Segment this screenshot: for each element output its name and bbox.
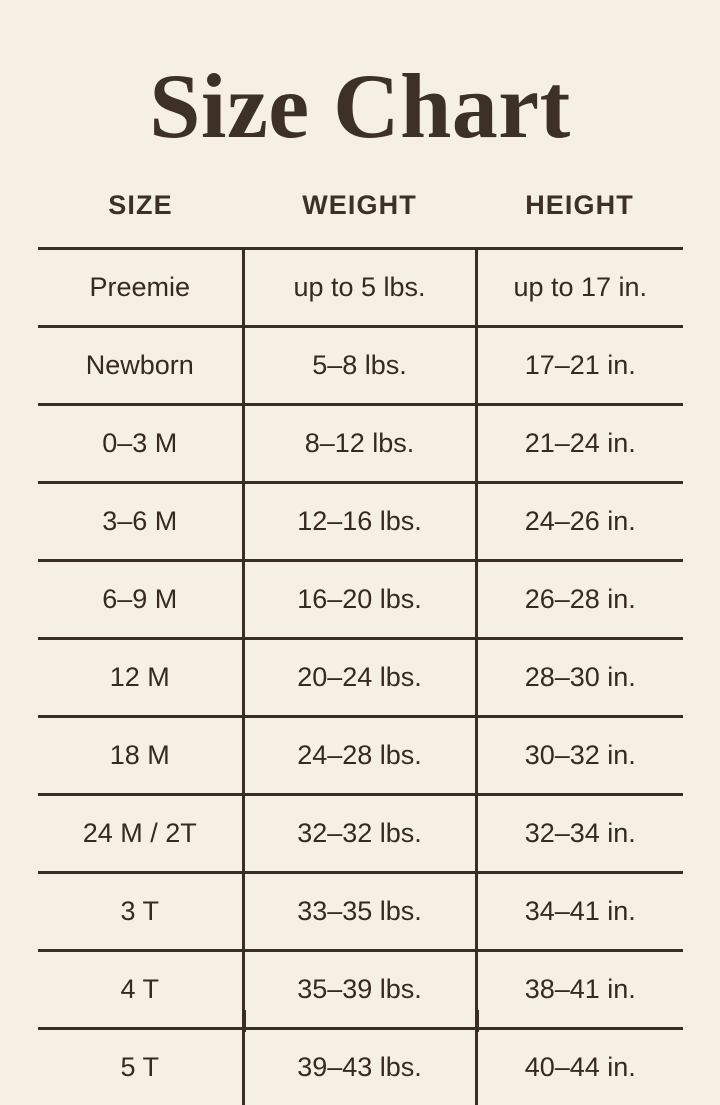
cell-weight: 33–35 lbs. — [243, 873, 476, 951]
page-title: Size Chart — [0, 56, 720, 156]
cell-weight: 20–24 lbs. — [243, 639, 476, 717]
cell-height: 32–34 in. — [476, 795, 683, 873]
cell-size: 0–3 M — [38, 405, 243, 483]
cell-size: 6–9 M — [38, 561, 243, 639]
cell-height: 21–24 in. — [476, 405, 683, 483]
cell-weight: 16–20 lbs. — [243, 561, 476, 639]
cell-height: 28–30 in. — [476, 639, 683, 717]
cell-weight: 5–8 lbs. — [243, 327, 476, 405]
cell-height: up to 17 in. — [476, 249, 683, 327]
column-header-height: HEIGHT — [476, 190, 683, 249]
cell-height: 17–21 in. — [476, 327, 683, 405]
cell-size: Preemie — [38, 249, 243, 327]
cell-size: 3 T — [38, 873, 243, 951]
cell-size: 18 M — [38, 717, 243, 795]
cell-weight: 32–32 lbs. — [243, 795, 476, 873]
cell-size: 24 M / 2T — [38, 795, 243, 873]
cell-height: 24–26 in. — [476, 483, 683, 561]
table-header-row: SIZE WEIGHT HEIGHT — [38, 190, 683, 249]
cell-weight: 12–16 lbs. — [243, 483, 476, 561]
cell-size: 4 T — [38, 951, 243, 1029]
cell-height: 26–28 in. — [476, 561, 683, 639]
cell-size: Newborn — [38, 327, 243, 405]
column-header-size: SIZE — [38, 190, 243, 249]
column-divider-stub-1 — [243, 1010, 246, 1032]
cell-weight: 35–39 lbs. — [243, 951, 476, 1029]
cell-size: 12 M — [38, 639, 243, 717]
cell-size: 5 T — [38, 1029, 243, 1105]
cell-size: 3–6 M — [38, 483, 243, 561]
table-header: SIZE WEIGHT HEIGHT — [38, 190, 683, 249]
cell-weight: 39–43 lbs. — [243, 1029, 476, 1105]
cell-height: 38–41 in. — [476, 951, 683, 1029]
column-divider-stub-2 — [476, 1010, 479, 1032]
cell-weight: 8–12 lbs. — [243, 405, 476, 483]
column-header-weight: WEIGHT — [243, 190, 476, 249]
cell-weight: 24–28 lbs. — [243, 717, 476, 795]
cell-weight: up to 5 lbs. — [243, 249, 476, 327]
cell-height: 40–44 in. — [476, 1029, 683, 1105]
cell-height: 34–41 in. — [476, 873, 683, 951]
cell-height: 30–32 in. — [476, 717, 683, 795]
